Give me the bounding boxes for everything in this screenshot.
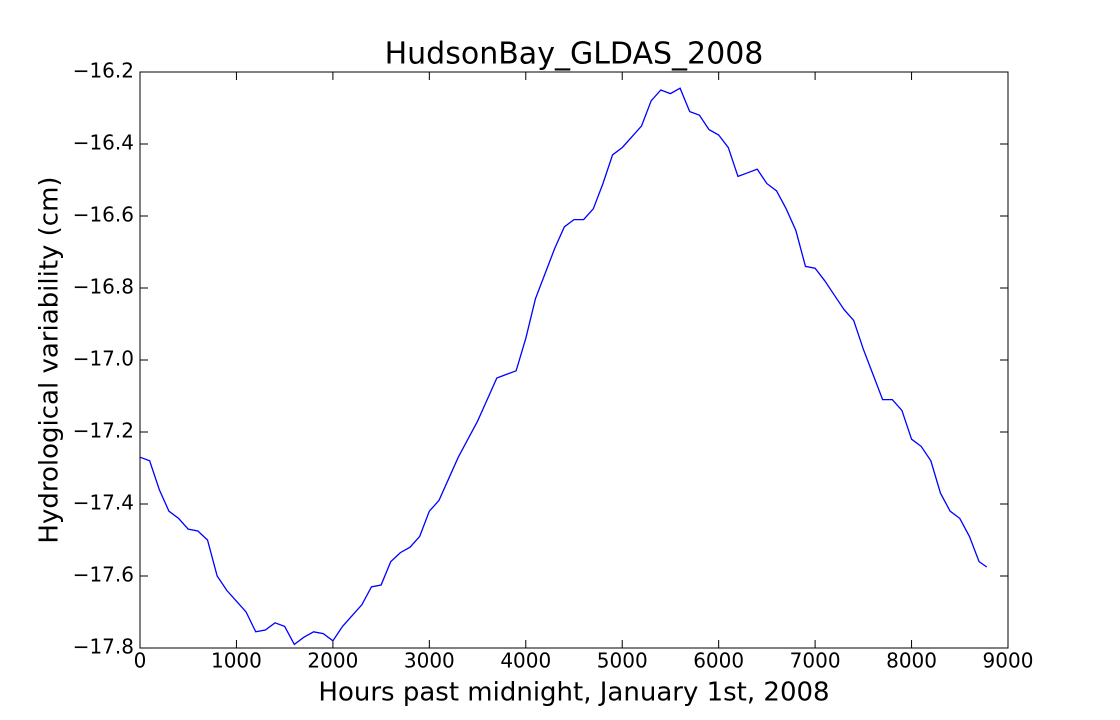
- x-tick-label: 7000: [790, 649, 841, 673]
- y-axis-label: Hydrological variability (cm): [35, 176, 65, 543]
- y-tick-label: −16.8: [73, 275, 134, 299]
- x-tick-label: 2000: [307, 649, 358, 673]
- x-tick-label: 8000: [886, 649, 937, 673]
- x-tick-label: 6000: [693, 649, 744, 673]
- y-tick-label: −17.6: [73, 563, 134, 587]
- x-tick-label: 3000: [404, 649, 455, 673]
- x-tick-label: 4000: [500, 649, 551, 673]
- x-axis-label: Hours past midnight, January 1st, 2008: [318, 678, 829, 708]
- y-tick-label: −17.0: [73, 347, 134, 371]
- x-tick-label: 5000: [597, 649, 648, 673]
- x-tick-label: 9000: [983, 649, 1034, 673]
- x-tick-label: 1000: [211, 649, 262, 673]
- y-tick-label: −16.6: [73, 203, 134, 227]
- y-tick-label: −16.2: [73, 59, 134, 83]
- x-tick-label: 0: [134, 649, 147, 673]
- y-tick-label: −17.4: [73, 491, 134, 515]
- y-tick-label: −16.4: [73, 131, 134, 155]
- chart-title: HudsonBay_GLDAS_2008: [385, 37, 764, 72]
- y-tick-label: −17.2: [73, 419, 134, 443]
- y-tick-label: −17.8: [73, 635, 134, 659]
- data-line: [139, 87, 988, 646]
- plot-frame: [139, 71, 1009, 649]
